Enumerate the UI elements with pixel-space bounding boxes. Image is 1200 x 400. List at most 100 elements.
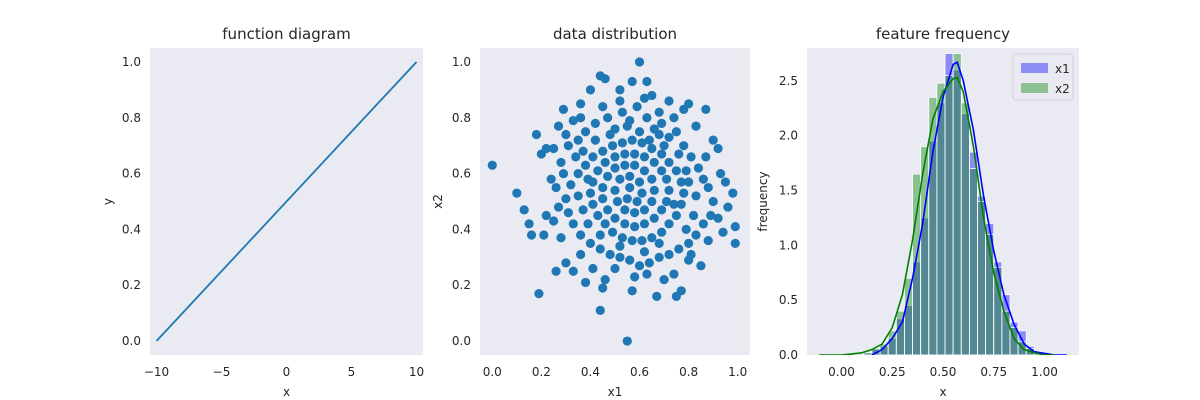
- scatter-point: [684, 238, 694, 248]
- scatter-point: [627, 76, 637, 87]
- scatter-point: [637, 235, 647, 246]
- y-axis-label: frequency: [756, 171, 770, 231]
- scatter-point: [585, 188, 596, 198]
- y-tick-label: 0.8: [122, 111, 141, 125]
- x-tick-label: −5: [213, 365, 231, 379]
- scatter-point: [598, 194, 608, 204]
- scatter-point: [649, 185, 659, 195]
- scatter-point: [659, 141, 669, 151]
- scatter-point: [576, 99, 586, 109]
- scatter-point: [642, 76, 652, 87]
- x-tick-label: 0.50: [930, 365, 957, 379]
- scatter-point: [708, 135, 718, 145]
- scatter-point: [674, 149, 684, 159]
- legend-label-x2: x2: [1055, 82, 1070, 96]
- scatter-point: [649, 157, 659, 168]
- scatter-point: [706, 210, 716, 221]
- scatter-point: [536, 149, 546, 159]
- scatter-point: [531, 129, 542, 140]
- scatter-point: [723, 202, 733, 212]
- scatter-point: [595, 244, 605, 254]
- y-tick-label: 2.0: [779, 129, 798, 143]
- x-tick-label: 0.00: [828, 365, 855, 379]
- scatter-point: [669, 113, 679, 123]
- scatter-point: [588, 152, 598, 162]
- scatter-point: [615, 252, 625, 262]
- scatter-point: [713, 143, 723, 154]
- scatter-point: [568, 219, 578, 229]
- scatter-point: [630, 222, 640, 232]
- scatter-point: [671, 127, 681, 137]
- scatter-point: [576, 230, 586, 240]
- scatter-point: [684, 99, 694, 109]
- kde-line-x1: [871, 61, 1067, 355]
- scatter-point: [539, 230, 549, 240]
- scatter-point: [563, 208, 573, 218]
- scatter-point: [605, 129, 615, 140]
- y-tick-label: 1.5: [779, 184, 798, 198]
- scatter-point: [615, 241, 625, 251]
- scatter-point: [615, 174, 625, 184]
- x-axis-label: x: [283, 385, 290, 399]
- scatter-point: [639, 205, 650, 215]
- scatter-point: [580, 277, 591, 288]
- y-tick-label: 0.0: [122, 334, 141, 348]
- histogram-bar-x2: [1009, 327, 1019, 355]
- scatter-point: [625, 171, 635, 181]
- scatter-point: [580, 160, 591, 170]
- scatter-point: [600, 157, 610, 168]
- scatter-point: [585, 238, 596, 248]
- scatter-point: [620, 205, 630, 215]
- scatter-point: [657, 205, 667, 215]
- scatter-point: [676, 177, 686, 187]
- marks: [819, 53, 1067, 355]
- scatter-point: [703, 235, 713, 246]
- scatter-point: [654, 129, 664, 140]
- scatter-point: [610, 152, 620, 162]
- scatter-point: [590, 118, 600, 128]
- scatter-point: [598, 102, 608, 112]
- x-tick-label: 0.8: [679, 365, 698, 379]
- scatter-point: [615, 85, 625, 95]
- scatter-point: [610, 213, 620, 223]
- scatter-point: [551, 182, 561, 193]
- scatter-point: [556, 233, 566, 243]
- scatter-point: [664, 185, 674, 195]
- scatter-point: [654, 252, 664, 262]
- scatter-point: [576, 113, 586, 123]
- scatter-point: [556, 157, 566, 168]
- scatter-point: [647, 143, 657, 154]
- x-tick-label: 0.2: [532, 365, 551, 379]
- scatter-point: [652, 291, 662, 301]
- scatter-point: [657, 166, 667, 176]
- scatter-point: [541, 210, 551, 221]
- histogram-bar-x2: [960, 102, 970, 355]
- chart-title: feature frequency: [876, 25, 1010, 43]
- scatter-point: [647, 90, 657, 101]
- scatter-point: [701, 104, 711, 114]
- scatter-point: [647, 174, 657, 184]
- chart-panel-1: function diagram −10 −5 0 5 10 0.0 0.2 0.4 0.6 0.8…: [101, 25, 424, 399]
- x-tick-label: 0.75: [980, 365, 1007, 379]
- chart-panel-2: data distribution 0.0 0.2 0.4 0.6 0.8 1.0 0.0 0.…: [431, 25, 750, 399]
- y-tick-label: 0.6: [122, 167, 141, 181]
- y-tick-label: 0.8: [452, 111, 471, 125]
- scatter-point: [593, 210, 603, 221]
- scatter-point: [551, 266, 561, 276]
- scatter-point: [558, 168, 569, 179]
- scatter-point: [654, 107, 664, 117]
- scatter-point: [603, 205, 613, 215]
- scatter-point: [664, 219, 674, 229]
- y-axis-label: y: [101, 198, 115, 205]
- scatter-point: [553, 121, 564, 131]
- scatter-point: [720, 177, 731, 187]
- scatter-point: [634, 127, 645, 137]
- scatter-point: [671, 210, 681, 221]
- scatter-point: [703, 182, 713, 193]
- scatter-point: [671, 166, 681, 176]
- scatter-point: [583, 219, 593, 229]
- scatter-point: [661, 174, 672, 184]
- scatter-point: [561, 194, 571, 204]
- histogram-bar-x2: [904, 277, 913, 355]
- scatter-point: [639, 247, 650, 257]
